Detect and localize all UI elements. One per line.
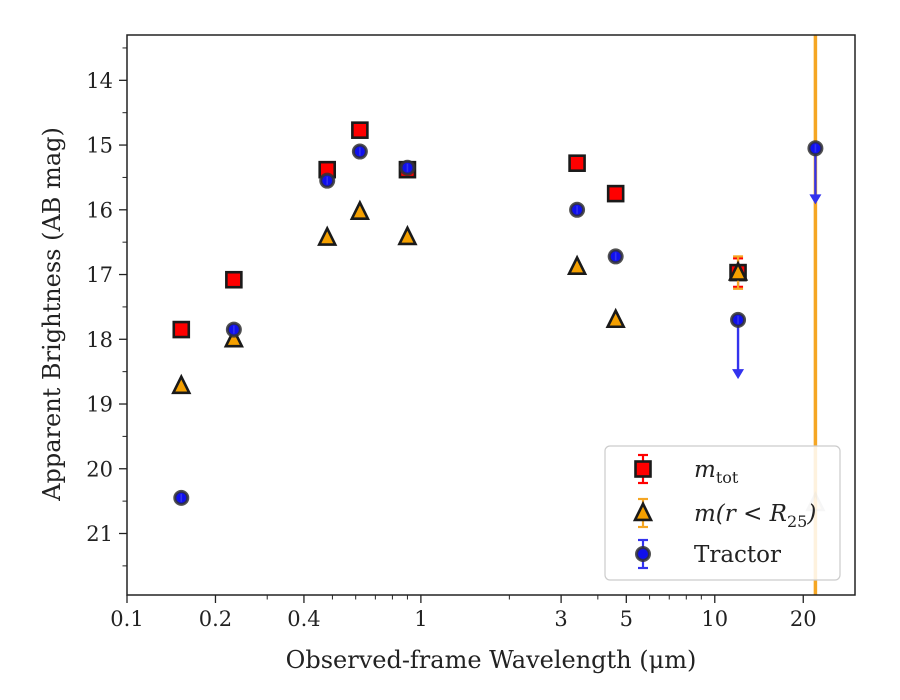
legend-label-1: m(r < R25) [694, 501, 816, 531]
data-point-square [606, 184, 625, 203]
x-tick-label: 3 [554, 607, 567, 631]
x-tick-label: 1 [414, 607, 427, 631]
y-tick-label: 18 [86, 328, 113, 352]
y-tick-label: 20 [86, 457, 113, 481]
data-point-triangle [727, 260, 749, 281]
data-point-triangle [349, 199, 370, 220]
legend-label-0: mtot [694, 457, 739, 487]
legend-label-2: Tractor [694, 542, 781, 568]
x-tick-label: 20 [790, 607, 817, 631]
x-tick-label: 0.1 [110, 607, 143, 631]
data-point-square [351, 121, 369, 139]
plot-layer [171, 35, 826, 595]
upper-limit-arrowhead [732, 369, 745, 380]
x-tick-label: 10 [701, 607, 728, 631]
plot-frame [126, 34, 856, 596]
data-point-triangle [566, 254, 588, 275]
data-point-square [172, 320, 191, 339]
legend-box [604, 445, 841, 581]
y-tick-label: 17 [86, 263, 113, 287]
series-0 [172, 121, 747, 339]
data-point-square [225, 270, 243, 289]
y-tick-label: 15 [86, 134, 113, 158]
data-point-triangle [605, 307, 626, 329]
x-tick-label: 5 [620, 607, 633, 631]
data-point-triangle [397, 224, 418, 246]
y-tick-label: 14 [86, 69, 113, 93]
legend-marker-square [634, 460, 652, 478]
legend-marker-triangle [632, 500, 654, 522]
x-tick-label: 0.2 [199, 607, 232, 631]
x-tick-label: 0.4 [287, 607, 320, 631]
data-point-square [568, 154, 586, 172]
legend-marker-circle [635, 546, 651, 562]
data-point-triangle [317, 225, 338, 246]
series-2 [173, 140, 824, 506]
y-tick-label: 16 [86, 198, 113, 222]
y-tick-label: 21 [86, 522, 113, 546]
data-point-triangle [223, 327, 244, 348]
data-point-triangle [171, 373, 192, 395]
legend: mtot m(r < R25) Tractor [604, 445, 841, 581]
y-tick-label: 19 [86, 393, 113, 417]
x-axis-label: Observed-frame Wavelength (μm) [286, 646, 697, 674]
upper-limit-arrowhead [809, 194, 822, 205]
axes-layer: 0.1 0.2 0.4 1 3 5 10 20 14 15 16 17 18 19 20 21 [86, 34, 856, 631]
y-axis-label: Apparent Brightness (AB mag) [38, 127, 66, 502]
